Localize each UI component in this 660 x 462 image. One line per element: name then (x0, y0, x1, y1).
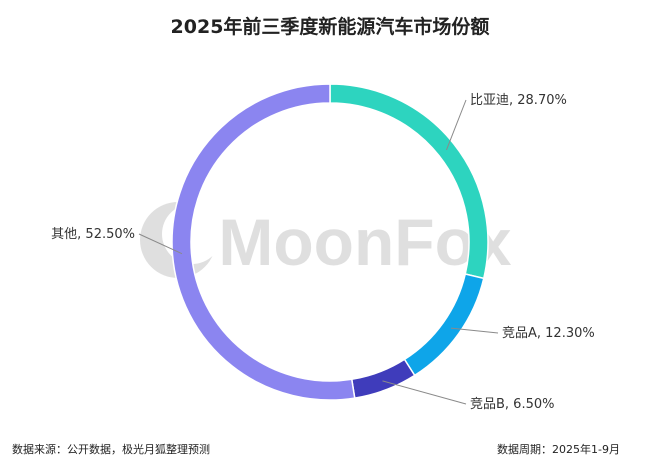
leader-line-1 (450, 327, 499, 334)
slice-1 (403, 273, 485, 377)
watermark-text: MoonFox (218, 205, 512, 279)
leader-line-2 (382, 380, 467, 405)
slice-label-0: 比亚迪, 28.70% (470, 93, 567, 108)
moonfox-watermark: MoonFox (140, 202, 512, 279)
slice-label-1: 竞品A, 12.30% (502, 325, 595, 341)
data-source-note: 数据来源：公开数据，极光月狐整理预测 (12, 443, 210, 456)
slice-2 (350, 358, 416, 399)
slice-label-3: 其他, 52.50% (51, 227, 135, 242)
chart-title: 2025年前三季度新能源汽车市场份额 (170, 16, 490, 38)
data-period-note: 数据周期：2025年1-9月 (497, 443, 620, 456)
slice-labels: 比亚迪, 28.70% 竞品A, 12.30% 竞品B, 6.50% 其他, 52.5… (51, 93, 595, 412)
slice-3 (171, 83, 356, 401)
donut-slices (171, 83, 489, 401)
leader-line-0 (446, 99, 467, 151)
leader-line-3 (138, 233, 183, 255)
slice-label-2: 竞品B, 6.50% (470, 396, 554, 412)
label-leaders (138, 99, 499, 405)
